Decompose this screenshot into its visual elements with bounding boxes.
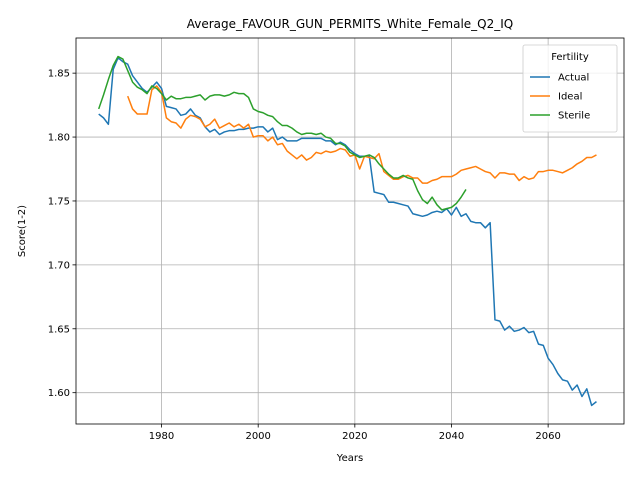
legend-entries: Actual Ideal Sterile (530, 73, 590, 122)
x-tick-label: 1980 (149, 431, 174, 442)
legend-box (522, 44, 618, 133)
plot-frame (75, 37, 625, 425)
y-tick-label: 1.85 (48, 69, 70, 80)
y-tick-label: 1.60 (48, 388, 70, 399)
x-axis-label: Years (336, 453, 363, 464)
y-tick-label: 1.65 (48, 324, 70, 335)
legend-label-ideal: Ideal (558, 92, 582, 103)
y-tick-label: 1.70 (48, 260, 70, 271)
x-tick-label: 2000 (245, 431, 270, 442)
series-line-actual (98, 57, 597, 407)
x-tick-label: 2020 (342, 431, 367, 442)
y-tick-label: 1.80 (48, 133, 70, 144)
x-axis-ticks: 1980 2000 2020 2040 2060 (149, 424, 561, 442)
legend-label-sterile: Sterile (558, 111, 590, 122)
legend-title: Fertility (551, 52, 589, 63)
legend: Fertility Actual Ideal Sterile (522, 44, 618, 133)
x-tick-label: 2060 (535, 431, 560, 442)
series-lines (98, 55, 597, 407)
legend-label-actual: Actual (558, 73, 589, 84)
series-line-ideal (127, 85, 597, 184)
y-axis-label: Score(1-2) (17, 205, 28, 257)
x-tick-label: 2040 (439, 431, 464, 442)
series-line-sterile (98, 55, 467, 211)
y-tick-label: 1.75 (48, 196, 70, 207)
chart-title: Average_FAVOUR_GUN_PERMITS_White_Female_… (187, 17, 513, 31)
y-axis-ticks: 1.60 1.65 1.70 1.75 1.80 1.85 (48, 69, 76, 399)
